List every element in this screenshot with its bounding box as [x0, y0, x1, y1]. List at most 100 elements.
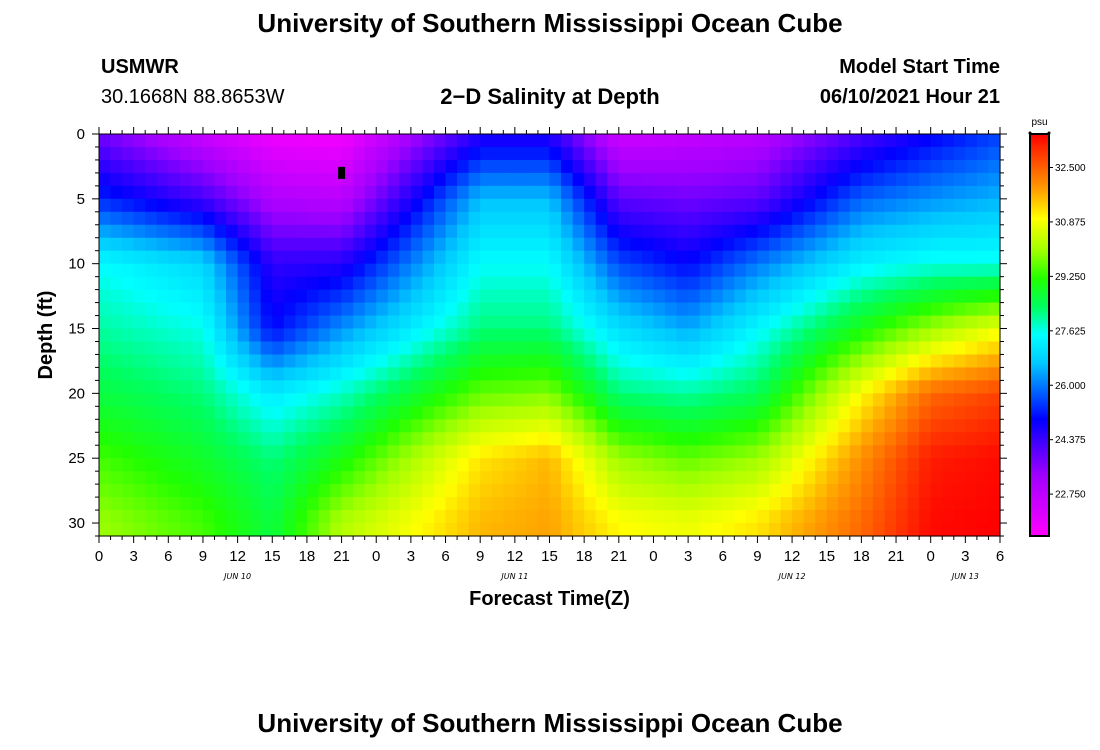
- heatmap-cell: [376, 484, 389, 498]
- heatmap-cell: [942, 276, 955, 291]
- y-tick-label: 0: [77, 126, 85, 143]
- heatmap-cell: [214, 445, 227, 459]
- heatmap-cell: [930, 250, 943, 265]
- heatmap-cell: [665, 263, 678, 278]
- heatmap-cell: [595, 484, 608, 498]
- heatmap-cell: [376, 432, 389, 446]
- heatmap-cell: [907, 341, 920, 356]
- heatmap-cell: [399, 328, 412, 343]
- heatmap-cell: [942, 172, 955, 187]
- heatmap-cell: [780, 406, 793, 420]
- heatmap-cell: [387, 185, 400, 200]
- heatmap-cell: [607, 276, 620, 291]
- heatmap-cell: [306, 159, 320, 174]
- heatmap-cell: [919, 250, 932, 265]
- heatmap-cell: [861, 237, 874, 252]
- heatmap-cell: [653, 289, 666, 304]
- heatmap-cell: [376, 263, 389, 278]
- x-tick-label: 3: [129, 548, 137, 565]
- heatmap-cell: [526, 302, 539, 317]
- heatmap-cell: [387, 393, 400, 407]
- heatmap-cell: [156, 302, 169, 317]
- heatmap-cell: [145, 497, 158, 511]
- heatmap-cell: [953, 380, 966, 394]
- heatmap-cell: [526, 497, 539, 511]
- heatmap-cell: [919, 445, 932, 459]
- heatmap-cell: [861, 367, 874, 381]
- heatmap-cell: [503, 458, 516, 472]
- heatmap-cell: [584, 146, 597, 161]
- heatmap-cell: [295, 237, 308, 252]
- heatmap-cell: [896, 510, 909, 524]
- x-tick-label: 6: [164, 548, 172, 565]
- colorbar-tick-label: 27.625: [1055, 326, 1086, 337]
- x-tick-label: 3: [684, 548, 692, 565]
- heatmap-cell: [295, 328, 308, 343]
- heatmap-cell: [699, 224, 712, 239]
- heatmap-cell: [584, 341, 597, 356]
- heatmap-cell: [110, 159, 123, 174]
- heatmap-cell: [214, 341, 227, 356]
- heatmap-cell: [607, 159, 620, 174]
- heatmap-cell: [549, 406, 562, 420]
- heatmap-cell: [353, 159, 366, 174]
- heatmap-cell: [572, 237, 585, 252]
- heatmap-cell: [722, 471, 735, 485]
- heatmap-cell: [572, 523, 585, 537]
- heatmap-cell: [653, 263, 666, 278]
- heatmap-cell: [353, 302, 366, 317]
- heatmap-cell: [179, 185, 193, 200]
- heatmap-cell: [826, 211, 839, 226]
- heatmap-cell: [526, 172, 539, 187]
- heatmap-cell: [110, 198, 123, 213]
- heatmap-cell: [237, 354, 250, 369]
- heatmap-cell: [849, 484, 862, 498]
- heatmap-cell: [330, 497, 343, 511]
- heatmap-cell: [630, 328, 643, 343]
- heatmap-cell: [364, 237, 377, 252]
- heatmap-cell: [168, 328, 181, 343]
- heatmap-cell: [595, 497, 608, 511]
- heatmap-cell: [514, 289, 527, 304]
- heatmap-cell: [965, 497, 978, 511]
- heatmap-cell: [399, 263, 412, 278]
- heatmap-cell: [595, 510, 608, 524]
- heatmap-cell: [283, 393, 296, 407]
- heatmap-cell: [445, 263, 458, 278]
- x-tick-label: 12: [507, 548, 524, 565]
- heatmap-cell: [745, 146, 759, 161]
- heatmap-cell: [896, 406, 909, 420]
- heatmap-cell: [457, 497, 470, 511]
- heatmap-cell: [572, 445, 585, 459]
- heatmap-cell: [283, 315, 296, 330]
- heatmap-cell: [387, 367, 400, 381]
- heatmap-cell: [745, 328, 759, 343]
- heatmap-cell: [849, 458, 862, 472]
- heatmap-cell: [260, 471, 273, 485]
- heatmap-cell: [688, 497, 701, 511]
- heatmap-cell: [849, 354, 862, 369]
- heatmap-cell: [665, 471, 678, 485]
- heatmap-cell: [514, 484, 527, 498]
- heatmap-cell: [653, 406, 666, 420]
- heatmap-cell: [630, 393, 643, 407]
- heatmap-cell: [549, 458, 562, 472]
- heatmap-cell: [364, 198, 377, 213]
- x-axis: 0 3 6 9 12 15 18 21 0 3 6 9 12 15 18 21 0 3 6 9 12 15 18 21 0 3 6J…: [95, 127, 1004, 581]
- heatmap-cell: [191, 419, 204, 433]
- heatmap-cell: [618, 328, 631, 343]
- heatmap-cell: [433, 237, 447, 252]
- heatmap-cell: [745, 263, 759, 278]
- heatmap-cell: [976, 380, 990, 394]
- heatmap-cell: [214, 185, 227, 200]
- heatmap-cell: [399, 367, 412, 381]
- heatmap-cell: [179, 211, 193, 226]
- heatmap-cell: [387, 328, 400, 343]
- heatmap-cell: [757, 484, 770, 498]
- heatmap-cell: [410, 510, 424, 524]
- heatmap-cell: [734, 380, 747, 394]
- heatmap-cell: [422, 237, 435, 252]
- heatmap-cell: [318, 510, 331, 524]
- heatmap-cell: [849, 497, 862, 511]
